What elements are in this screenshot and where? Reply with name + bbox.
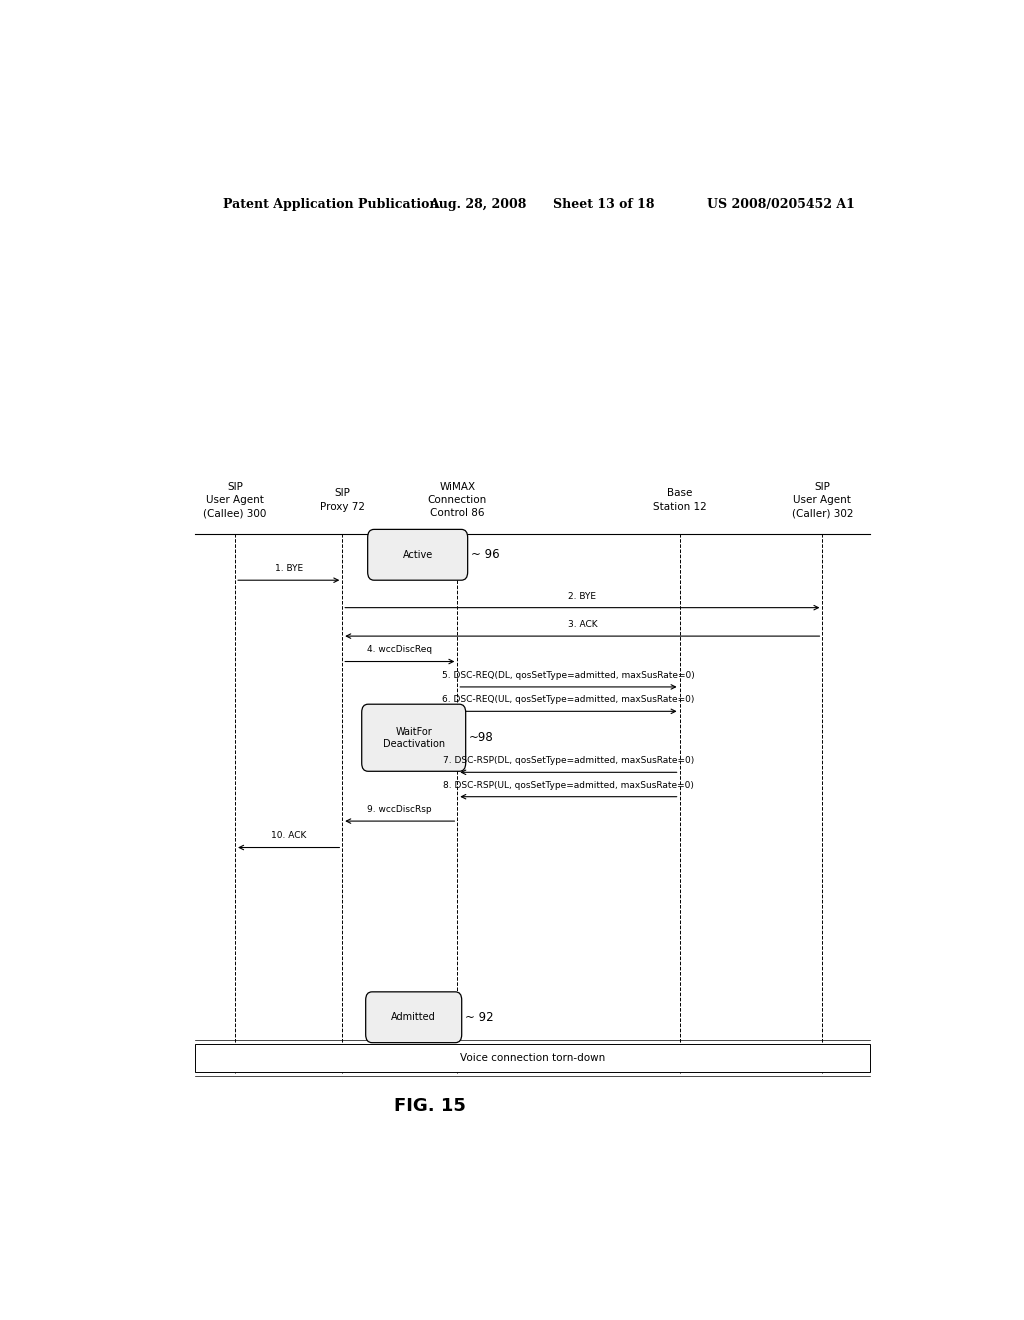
Text: 6. DSC-REQ(UL, qosSetType=admitted, maxSusRate=0): 6. DSC-REQ(UL, qosSetType=admitted, maxS… bbox=[442, 696, 694, 704]
Text: Aug. 28, 2008: Aug. 28, 2008 bbox=[430, 198, 527, 211]
Text: Base
Station 12: Base Station 12 bbox=[652, 488, 707, 512]
Text: SIP
User Agent
(Callee) 300: SIP User Agent (Callee) 300 bbox=[204, 482, 267, 519]
Text: 10. ACK: 10. ACK bbox=[271, 832, 306, 841]
Text: 3. ACK: 3. ACK bbox=[567, 620, 597, 630]
FancyBboxPatch shape bbox=[368, 529, 468, 581]
Text: FIG. 15: FIG. 15 bbox=[393, 1097, 466, 1114]
FancyBboxPatch shape bbox=[361, 704, 466, 771]
Text: WiMAX
Connection
Control 86: WiMAX Connection Control 86 bbox=[428, 482, 487, 519]
FancyBboxPatch shape bbox=[366, 991, 462, 1043]
Text: ~ 96: ~ 96 bbox=[471, 548, 500, 561]
Text: US 2008/0205452 A1: US 2008/0205452 A1 bbox=[708, 198, 855, 211]
Bar bbox=[196, 1044, 870, 1072]
Text: 5. DSC-REQ(DL, qosSetType=admitted, maxSusRate=0): 5. DSC-REQ(DL, qosSetType=admitted, maxS… bbox=[442, 671, 695, 680]
Text: 8. DSC-RSP(UL, qosSetType=admitted, maxSusRate=0): 8. DSC-RSP(UL, qosSetType=admitted, maxS… bbox=[443, 780, 694, 789]
Text: Voice connection torn-down: Voice connection torn-down bbox=[460, 1053, 605, 1063]
Text: 7. DSC-RSP(DL, qosSetType=admitted, maxSusRate=0): 7. DSC-RSP(DL, qosSetType=admitted, maxS… bbox=[442, 756, 694, 766]
Text: SIP
User Agent
(Caller) 302: SIP User Agent (Caller) 302 bbox=[792, 482, 853, 519]
Text: ~98: ~98 bbox=[469, 731, 494, 744]
Text: ~ 92: ~ 92 bbox=[465, 1011, 494, 1024]
Text: SIP
Proxy 72: SIP Proxy 72 bbox=[319, 488, 365, 512]
Text: 2. BYE: 2. BYE bbox=[568, 591, 596, 601]
Text: Active: Active bbox=[402, 550, 433, 560]
Text: Sheet 13 of 18: Sheet 13 of 18 bbox=[553, 198, 654, 211]
Text: WaitFor
Deactivation: WaitFor Deactivation bbox=[383, 727, 444, 748]
Text: 9. wccDiscRsp: 9. wccDiscRsp bbox=[368, 805, 432, 814]
Text: Patent Application Publication: Patent Application Publication bbox=[223, 198, 438, 211]
Text: 4. wccDiscReq: 4. wccDiscReq bbox=[368, 645, 432, 655]
Text: 1. BYE: 1. BYE bbox=[274, 564, 303, 573]
Text: Admitted: Admitted bbox=[391, 1012, 436, 1022]
